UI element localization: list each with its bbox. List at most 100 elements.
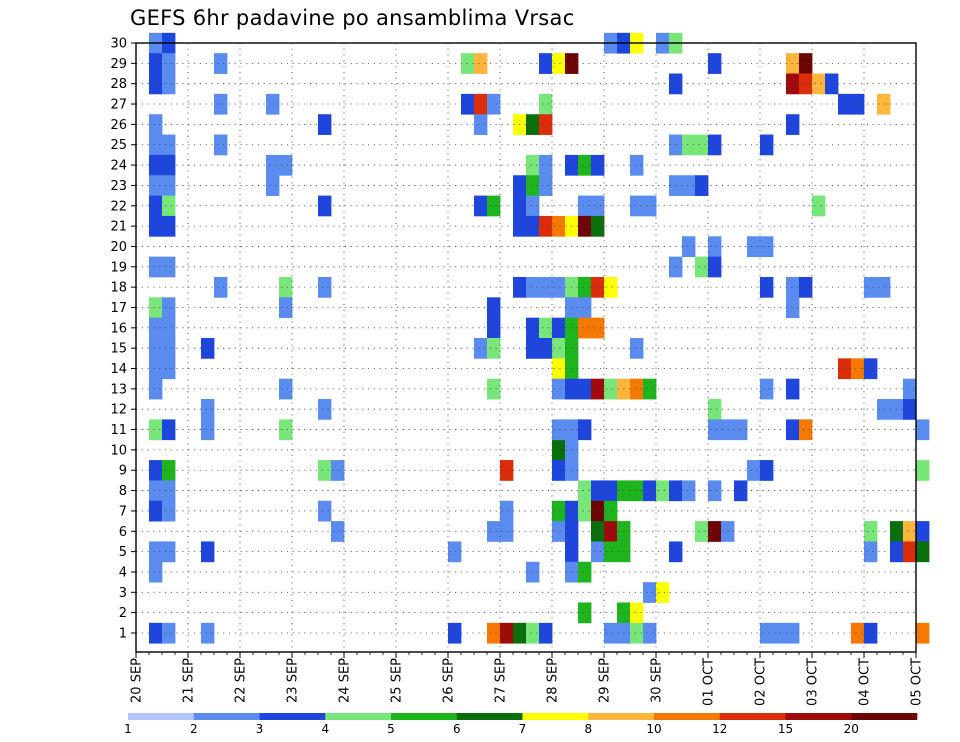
heatmap-cell [526, 215, 540, 237]
heatmap-cell [682, 480, 696, 502]
legend-label: 3 [256, 722, 264, 736]
y-tick-label: 14 [110, 362, 127, 377]
heatmap-cell [318, 399, 332, 420]
heatmap-cell [708, 236, 722, 258]
heatmap-cell [487, 521, 501, 542]
heatmap-cell [500, 622, 514, 644]
heatmap-cell [552, 460, 566, 481]
heatmap-cell [526, 317, 540, 339]
heatmap-cell [825, 73, 839, 95]
heatmap-cell [604, 541, 618, 563]
heatmap-cell [708, 480, 722, 502]
axes: 1234567891011121314151617181920212223242… [110, 37, 924, 706]
heatmap-cell [903, 378, 917, 400]
legend-swatch [456, 713, 523, 720]
heatmap-cell [812, 73, 826, 95]
heatmap-cell [604, 378, 618, 400]
heatmap-cell [500, 460, 514, 481]
heatmap-cell [812, 195, 826, 217]
heatmap-cell [591, 541, 605, 563]
heatmap-cell [149, 215, 163, 237]
heatmap-cell [162, 297, 176, 319]
heatmap-cell [266, 154, 280, 176]
heatmap-cell [500, 521, 514, 542]
heatmap-cell [552, 500, 566, 522]
heatmap-cell [318, 276, 332, 298]
heatmap-cell [591, 317, 605, 339]
legend-label: 8 [584, 722, 592, 736]
heatmap-cell [266, 93, 280, 115]
heatmap-cell [474, 114, 488, 135]
heatmap-cell [708, 521, 722, 542]
heatmap-cell [552, 358, 566, 380]
y-tick-label: 9 [119, 464, 127, 479]
y-tick-label: 27 [110, 98, 127, 113]
color-legend: 1 2 3 4 5 6 7 8 10 12 15 20 [124, 713, 918, 736]
heatmap-cell [643, 378, 657, 400]
heatmap-cell [604, 622, 618, 644]
heatmap-cell [786, 378, 800, 400]
heatmap-cell [578, 500, 592, 522]
heatmap-cell [552, 276, 566, 298]
heatmap-cell [864, 622, 878, 644]
y-tick-label: 5 [119, 545, 127, 560]
heatmap-cell [864, 358, 878, 380]
heatmap-cell [539, 622, 553, 644]
legend-swatch [193, 713, 260, 720]
heatmap-cell [214, 93, 228, 115]
heatmap-cell [604, 276, 618, 298]
heatmap-cell [643, 195, 657, 217]
heatmap-cell [487, 338, 501, 359]
heatmap-cell [747, 236, 761, 258]
heatmap-cell [539, 338, 553, 359]
heatmap-cell [552, 317, 566, 339]
heatmap-cell [708, 419, 722, 441]
heatmap-cell [578, 154, 592, 176]
heatmap-cell [201, 622, 215, 644]
heatmap-cell [604, 521, 618, 542]
heatmap-cell [695, 521, 709, 542]
x-tick-label: 20 SEP [130, 658, 145, 703]
heatmap-cell [201, 419, 215, 441]
y-tick-label: 26 [110, 118, 127, 133]
heatmap-cell [448, 541, 462, 563]
heatmap-cell [474, 93, 488, 115]
heatmap-cell [149, 175, 163, 196]
chart-title: GEFS 6hr padavine po ansamblima Vrsac [130, 6, 575, 30]
heatmap-cell [708, 256, 722, 278]
heatmap-cell [318, 114, 332, 135]
x-tick-label: 05 OCT [910, 658, 925, 706]
heatmap-cell [656, 582, 670, 603]
heatmap-cell [162, 317, 176, 339]
heatmap-cell [851, 93, 865, 115]
heatmap-cell [149, 419, 163, 441]
heatmap-cell [591, 378, 605, 400]
heatmap-cell [760, 276, 774, 298]
heatmap-cell [630, 338, 644, 359]
legend-label: 4 [321, 722, 329, 736]
heatmap-cell [630, 602, 644, 624]
heatmap-cell [916, 521, 930, 542]
y-tick-label: 25 [110, 138, 127, 153]
heatmap-cell [656, 480, 670, 502]
heatmap-cell [162, 134, 176, 156]
legend-swatch [325, 713, 392, 720]
y-tick-label: 8 [119, 484, 127, 499]
heatmap-cell [578, 561, 592, 583]
legend-swatch [128, 713, 195, 720]
legend-swatch [654, 713, 721, 720]
heatmap-cell [474, 195, 488, 217]
y-tick-label: 6 [119, 525, 127, 540]
legend-swatch [391, 713, 458, 720]
y-tick-label: 24 [110, 159, 127, 174]
heatmap-cell [682, 134, 696, 156]
heatmap-cell [682, 236, 696, 258]
heatmap-cell [149, 480, 163, 502]
y-tick-label: 13 [110, 382, 127, 397]
heatmap-cell [708, 53, 722, 74]
heatmap-cell [630, 378, 644, 400]
heatmap-cell [539, 276, 553, 298]
heatmap-cell [799, 419, 813, 441]
heatmap-cell [279, 419, 293, 441]
heatmap-cell [201, 399, 215, 420]
